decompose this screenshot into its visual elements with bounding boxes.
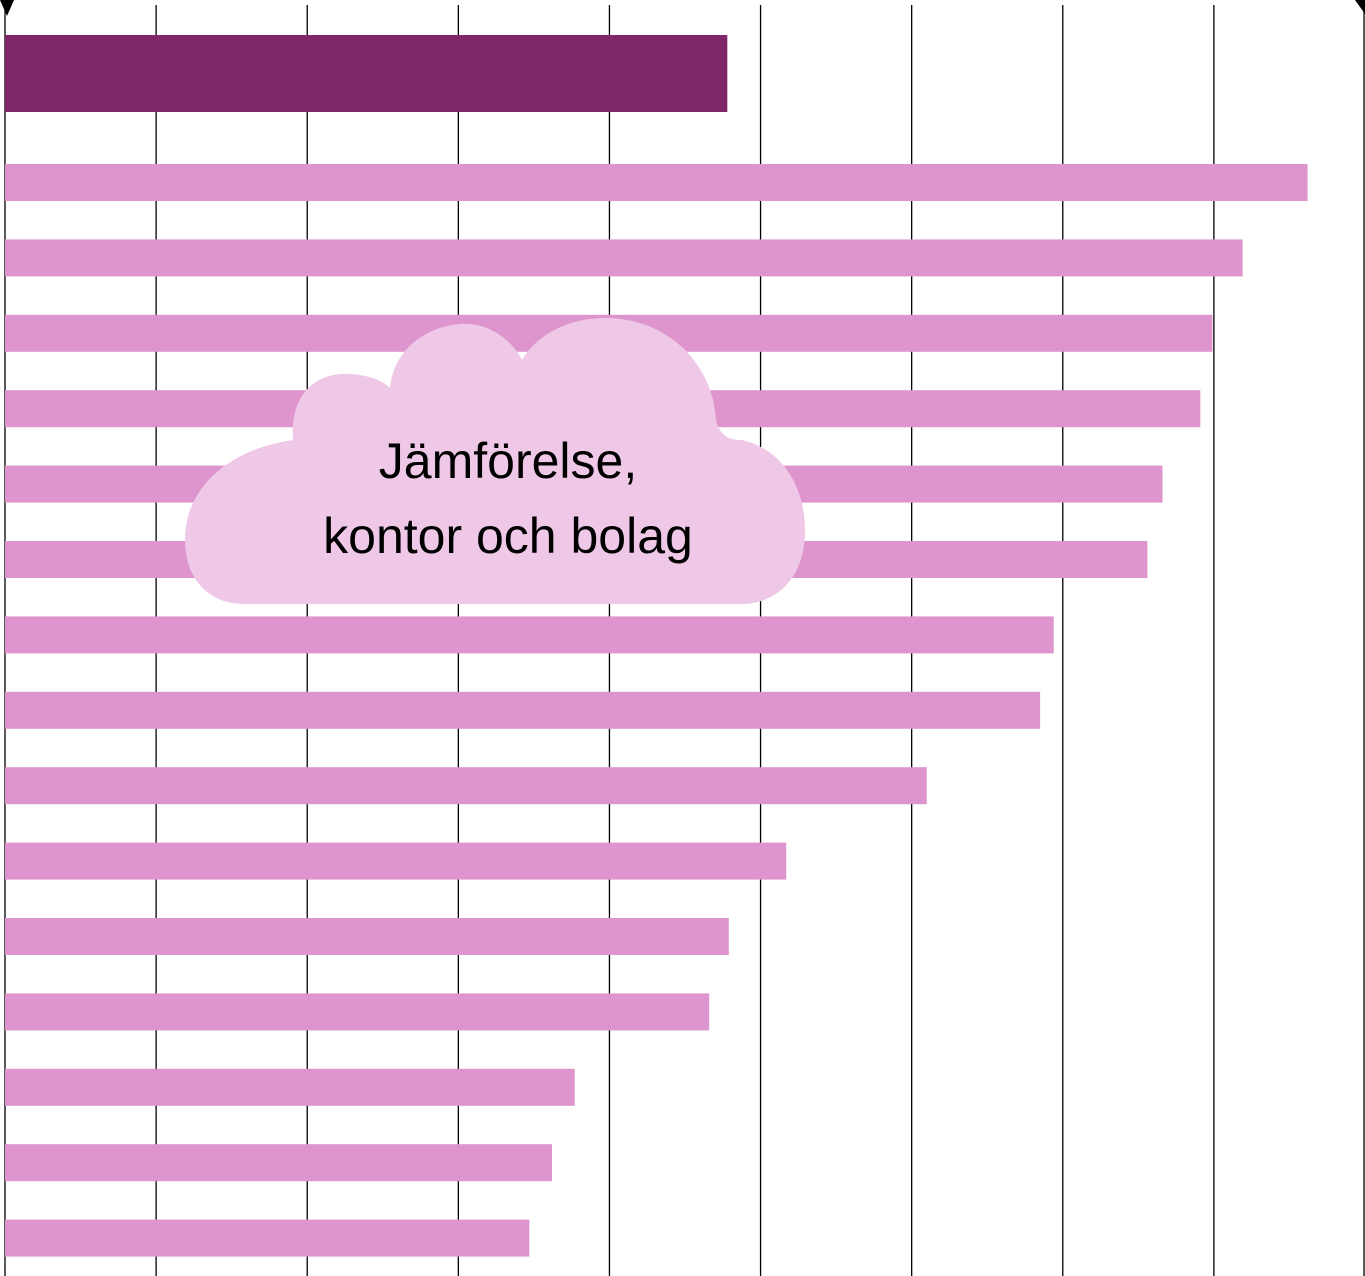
bar <box>5 993 710 1031</box>
bar <box>5 767 927 805</box>
bar <box>5 164 1308 201</box>
bar <box>5 918 729 955</box>
annotation-line: kontor och bolag <box>323 508 693 564</box>
bar <box>5 1219 530 1257</box>
corner-arrow <box>0 0 14 16</box>
annotation-line: Jämförelse, <box>379 433 637 489</box>
bar <box>5 691 1041 729</box>
bar <box>5 842 787 880</box>
corner-arrow <box>1355 0 1365 14</box>
bar <box>5 35 728 112</box>
bars <box>5 35 1308 1257</box>
bar <box>5 616 1054 654</box>
cloud <box>185 318 805 604</box>
bar <box>5 1144 553 1182</box>
bar <box>5 239 1243 277</box>
bar <box>5 1068 575 1106</box>
